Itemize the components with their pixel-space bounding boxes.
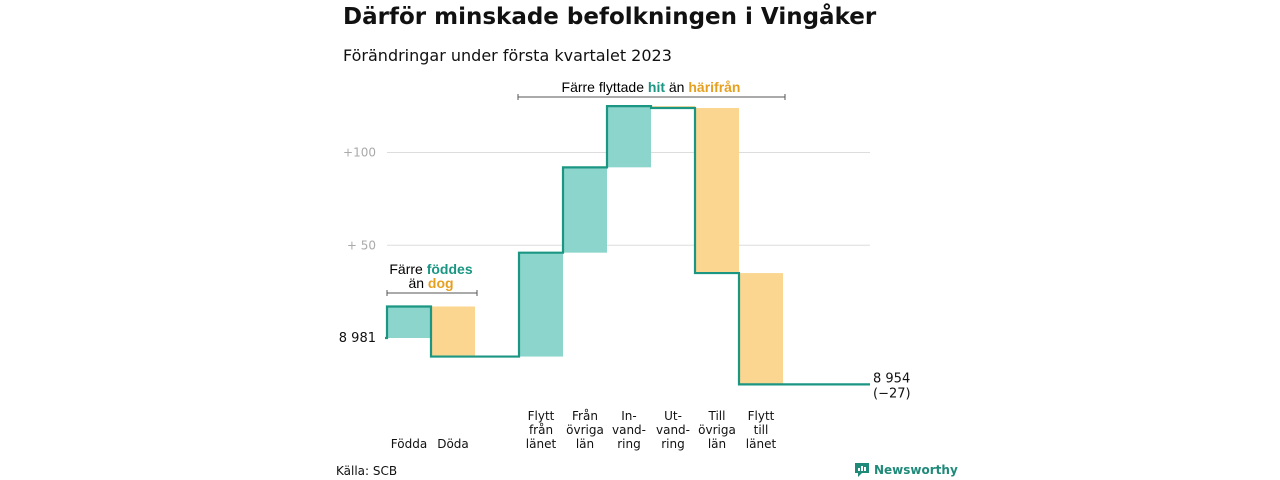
x-category-label: Flytt [528, 409, 555, 423]
x-category-label: ring [661, 437, 685, 451]
newsworthy-icon [855, 463, 869, 477]
start-value-label: 8 981 [339, 331, 376, 346]
x-category-label: från [529, 423, 553, 437]
moves-annotation-hit: hit [648, 79, 665, 95]
chart-title: Därför minskade befolkningen i Vingåker [343, 4, 877, 30]
end-value-label: 8 954 [873, 371, 910, 386]
x-category-label: vand- [656, 423, 690, 437]
x-category-label: Från [572, 409, 598, 423]
x-category-label: län [576, 437, 594, 451]
x-category-label: län [708, 437, 726, 451]
waterfall-bar [387, 306, 431, 338]
waterfall-bar [607, 106, 651, 168]
x-category-label: övriga [698, 423, 736, 437]
deaths-annotation-highlight: dog [428, 275, 454, 291]
waterfall-bar [739, 273, 783, 385]
moves-annotation-harifran: härifrån [688, 79, 740, 95]
waterfall-bar [563, 167, 607, 253]
brand-logo: Newsworthy [854, 462, 958, 478]
births-bracket [386, 290, 478, 296]
x-category-label: länet [746, 437, 777, 451]
y-tick-label: + 50 [347, 238, 376, 252]
step-line [385, 105, 870, 386]
y-tick-label: +100 [343, 146, 376, 160]
x-category-label: Till [708, 409, 726, 423]
births-annotation-line2: än dog [408, 275, 453, 291]
cumulative-step-line [385, 105, 870, 386]
source-note: Källa: SCB [336, 464, 398, 478]
births-annotation-line1: Färre föddes [389, 261, 472, 277]
births-annotation-highlight: föddes [427, 261, 473, 277]
brand-name: Newsworthy [874, 463, 958, 477]
waterfall-bar [519, 252, 563, 357]
waterfall-bar [695, 107, 739, 274]
x-category-label: Ut- [664, 409, 682, 423]
moves-annotation: Färre flyttade hit än härifrån [562, 79, 741, 95]
waterfall-bar [431, 306, 475, 357]
chart-subtitle: Förändringar under första kvartalet 2023 [343, 46, 672, 65]
x-category-label: Döda [437, 437, 469, 451]
x-category-label: länet [526, 437, 557, 451]
x-category-label: Födda [391, 437, 427, 451]
x-category-label: till [754, 423, 769, 437]
x-category-label: ring [617, 437, 641, 451]
moves-bracket [517, 94, 786, 100]
x-category-label: vand- [612, 423, 646, 437]
end-change-label: (−27) [873, 386, 911, 401]
x-category-label: övriga [566, 423, 604, 437]
x-category-label: In- [621, 409, 636, 423]
x-category-label: Flytt [748, 409, 775, 423]
bars [387, 106, 783, 385]
